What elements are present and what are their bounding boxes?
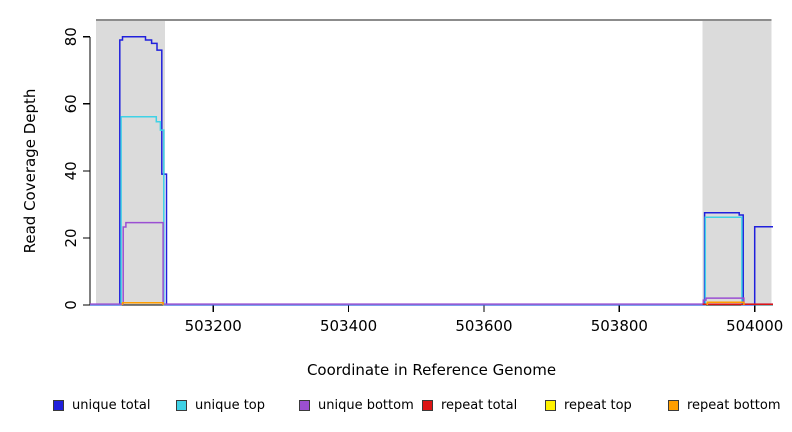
series-unique-bottom [90,221,773,305]
series-unique-total [90,35,773,306]
y-tick-label: 60 [62,94,80,113]
legend-label: repeat top [564,398,632,413]
shaded-repeat-region [96,20,166,305]
legend-item-unique-top: unique top [176,398,299,413]
y-tick-label: 80 [62,27,80,46]
legend: unique total unique top unique bottom re… [53,398,781,413]
legend-item-repeat-bottom: repeat bottom [668,398,781,413]
y-tick-label: 0 [62,300,80,310]
legend-label: unique total [72,398,151,413]
legend-swatch-repeat-total-icon [422,400,433,411]
x-axis-title: Coordinate in Reference Genome [306,361,557,379]
series-repeat-bottom [121,301,164,305]
legend-swatch-unique-top-icon [176,400,187,411]
x-tick-label: 503400 [320,317,377,335]
y-axis-title: Read Coverage Depth [21,88,39,254]
legend-label: unique bottom [318,398,414,413]
legend-item-repeat-top: repeat top [545,398,668,413]
legend-label: unique top [195,398,266,413]
y-tick-label: 40 [62,161,80,180]
series-repeat-bottom [706,301,745,305]
legend-swatch-repeat-bottom-icon [668,400,679,411]
series-unique-top [90,115,773,306]
y-tick-label: 20 [62,228,80,247]
legend-label: repeat bottom [687,398,781,413]
x-tick-label: 503600 [455,317,512,335]
x-tick-label: 504000 [726,317,783,335]
x-tick-label: 503800 [591,317,648,335]
legend-swatch-repeat-top-icon [545,400,556,411]
legend-swatch-unique-bottom-icon [299,400,310,411]
legend-item-unique-total: unique total [53,398,176,413]
legend-item-unique-bottom: unique bottom [299,398,422,413]
legend-label: repeat total [441,398,518,413]
plot-area: 0 20 40 60 80 503200 503400 503600 503800 504000 [62,19,783,335]
shaded-repeat-region [702,20,772,305]
legend-swatch-unique-total-icon [53,400,64,411]
legend-item-repeat-total: repeat total [422,398,545,413]
x-tick-label: 503200 [185,317,242,335]
